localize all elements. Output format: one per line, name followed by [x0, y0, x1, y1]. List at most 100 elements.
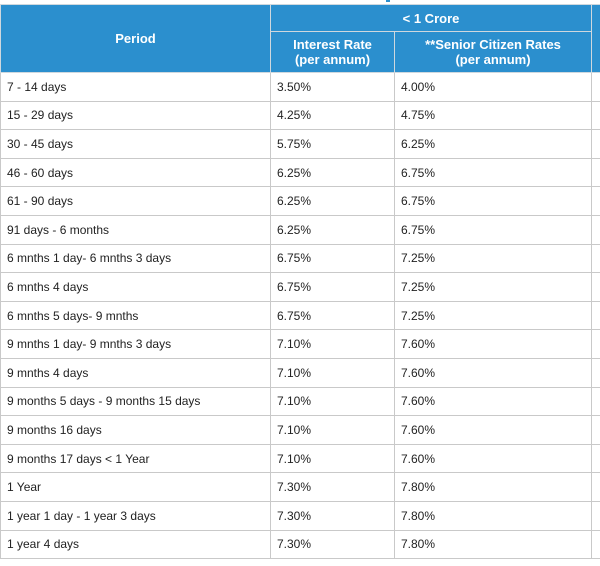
cut-off-cell	[591, 186, 600, 216]
period-column-header: Period	[0, 4, 271, 73]
table-row: 15 - 29 days 4.25% 4.75%	[0, 100, 600, 131]
period-cell: 6 mnths 4 days	[0, 272, 271, 302]
table-row: 7 - 14 days 3.50% 4.00%	[0, 72, 600, 102]
interest-rate-cell: 7.10%	[270, 415, 395, 445]
senior-citizen-rate-cell: 7.80%	[393, 500, 593, 531]
table-header: Period < 1 Crore Interest Rate (per annu…	[0, 4, 600, 73]
cut-off-cell	[591, 157, 600, 188]
senior-citizen-rate-header-label: **Senior Citizen Rates	[425, 37, 561, 52]
header-edge-mark	[386, 0, 390, 2]
cut-off-cell	[591, 329, 600, 359]
table-row: 1 year 4 days 7.30% 7.80%	[0, 529, 600, 560]
senior-citizen-rate-cell: 7.25%	[393, 300, 593, 331]
interest-rate-cell: 6.25%	[270, 214, 395, 245]
interest-rate-header-label: Interest Rate	[293, 37, 372, 52]
header-row-2: Interest Rate (per annum) **Senior Citiz…	[1, 31, 600, 73]
senior-citizen-rate-cell: 7.80%	[393, 529, 593, 560]
period-cell: 1 year 1 day - 1 year 3 days	[0, 500, 271, 531]
period-cell: 9 mnths 4 days	[0, 357, 271, 388]
interest-rate-header-sublabel: (per annum)	[294, 52, 371, 67]
senior-citizen-rate-cell: 6.25%	[393, 129, 593, 159]
cut-off-cell	[591, 472, 600, 502]
table-row: 30 - 45 days 5.75% 6.25%	[0, 129, 600, 159]
cut-off-cell	[591, 500, 600, 531]
senior-citizen-rate-cell: 7.60%	[393, 357, 593, 388]
table-row: 9 months 17 days < 1 Year 7.10% 7.60%	[0, 443, 600, 474]
interest-rate-cell: 7.30%	[270, 472, 395, 502]
cut-off-cell	[591, 386, 600, 417]
cut-off-column-header	[591, 4, 600, 73]
period-cell: 1 Year	[0, 472, 271, 502]
interest-rate-cell: 6.75%	[270, 243, 395, 274]
interest-rate-cell: 6.75%	[270, 300, 395, 331]
deposit-rates-table: Period < 1 Crore Interest Rate (per annu…	[0, 4, 600, 560]
period-cell: 46 - 60 days	[0, 157, 271, 188]
cut-off-cell	[591, 214, 600, 245]
senior-citizen-rate-cell: 7.60%	[393, 443, 593, 474]
senior-citizen-rate-column-header: **Senior Citizen Rates (per annum)	[393, 31, 593, 73]
period-cell: 30 - 45 days	[0, 129, 271, 159]
header-row-1: Period < 1 Crore	[0, 4, 600, 73]
senior-citizen-rate-cell: 7.60%	[393, 329, 593, 359]
cut-off-cell	[591, 357, 600, 388]
cut-off-cell	[591, 72, 600, 102]
period-cell: 9 months 5 days - 9 months 15 days	[0, 386, 271, 417]
table-body: 7 - 14 days 3.50% 4.00% 15 - 29 days 4.25% 4.…	[0, 72, 600, 560]
interest-rate-cell: 4.25%	[270, 100, 395, 131]
period-cell: 91 days - 6 months	[0, 214, 271, 245]
table-row: 9 mnths 4 days 7.10% 7.60%	[0, 357, 600, 388]
senior-citizen-rate-cell: 6.75%	[393, 157, 593, 188]
interest-rate-column-header: Interest Rate (per annum)	[270, 31, 395, 73]
cut-off-cell	[591, 129, 600, 159]
senior-citizen-rate-cell: 7.60%	[393, 386, 593, 417]
senior-citizen-rate-cell: 7.25%	[393, 272, 593, 302]
cut-off-cell	[591, 243, 600, 274]
cut-off-cell	[591, 443, 600, 474]
interest-rate-cell: 6.25%	[270, 157, 395, 188]
senior-citizen-rate-cell: 7.60%	[393, 415, 593, 445]
senior-citizen-rate-header-sublabel: (per annum)	[455, 52, 531, 67]
period-cell: 7 - 14 days	[0, 72, 271, 102]
table-row: 46 - 60 days 6.25% 6.75%	[0, 157, 600, 188]
table-row: 6 mnths 5 days- 9 mnths 6.75% 7.25%	[0, 300, 600, 331]
period-cell: 6 mnths 5 days- 9 mnths	[0, 300, 271, 331]
cut-off-cell	[591, 529, 600, 560]
interest-rate-cell: 3.50%	[270, 72, 395, 102]
period-cell: 15 - 29 days	[0, 100, 271, 131]
period-cell: 9 mnths 1 day- 9 mnths 3 days	[0, 329, 271, 359]
senior-citizen-rate-cell: 4.75%	[393, 100, 593, 131]
interest-rate-cell: 7.30%	[270, 500, 395, 531]
interest-rate-cell: 6.25%	[270, 186, 395, 216]
table-row: 6 mnths 1 day- 6 mnths 3 days 6.75% 7.25%	[0, 243, 600, 274]
cut-off-cell	[591, 272, 600, 302]
cut-off-cell	[591, 100, 600, 131]
senior-citizen-rate-cell: 7.25%	[393, 243, 593, 274]
table-row: 1 year 1 day - 1 year 3 days 7.30% 7.80%	[0, 500, 600, 531]
table-row: 91 days - 6 months 6.25% 6.75%	[0, 214, 600, 245]
table-row: 61 - 90 days 6.25% 6.75%	[0, 186, 600, 216]
table-row: 1 Year 7.30% 7.80%	[0, 472, 600, 502]
period-cell: 61 - 90 days	[0, 186, 271, 216]
interest-rate-cell: 7.10%	[270, 329, 395, 359]
period-cell: 9 months 16 days	[0, 415, 271, 445]
period-cell: 9 months 17 days < 1 Year	[0, 443, 271, 474]
interest-rate-cell: 7.10%	[270, 357, 395, 388]
crore-group-header: < 1 Crore	[269, 4, 593, 32]
interest-rate-cell: 7.10%	[270, 386, 395, 417]
interest-rate-cell: 6.75%	[270, 272, 395, 302]
period-cell: 1 year 4 days	[0, 529, 271, 560]
table-row: 6 mnths 4 days 6.75% 7.25%	[0, 272, 600, 302]
cut-off-cell	[591, 300, 600, 331]
interest-rate-cell: 5.75%	[270, 129, 395, 159]
senior-citizen-rate-cell: 6.75%	[393, 214, 593, 245]
table-row: 9 mnths 1 day- 9 mnths 3 days 7.10% 7.60%	[0, 329, 600, 359]
senior-citizen-rate-cell: 7.80%	[393, 472, 593, 502]
period-cell: 6 mnths 1 day- 6 mnths 3 days	[0, 243, 271, 274]
interest-rate-cell: 7.10%	[270, 443, 395, 474]
table-row: 9 months 16 days 7.10% 7.60%	[0, 415, 600, 445]
senior-citizen-rate-cell: 6.75%	[393, 186, 593, 216]
cut-off-cell	[591, 415, 600, 445]
table-row: 9 months 5 days - 9 months 15 days 7.10% 7…	[0, 386, 600, 417]
deposit-rates-table-container: Period < 1 Crore Interest Rate (per annu…	[0, 4, 600, 560]
interest-rate-cell: 7.30%	[270, 529, 395, 560]
